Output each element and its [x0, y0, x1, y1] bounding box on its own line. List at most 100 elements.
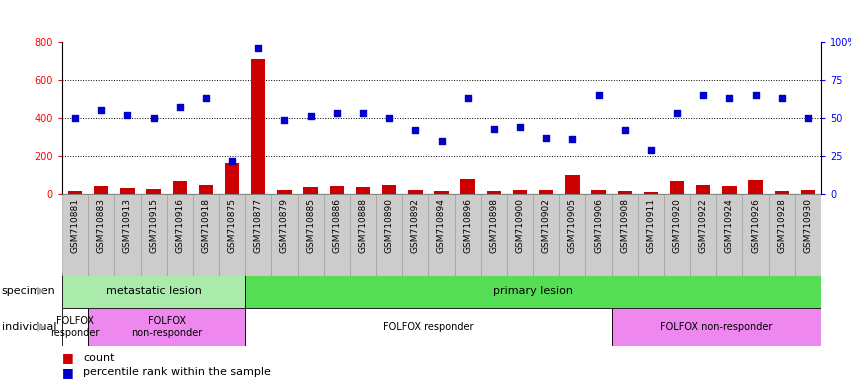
Text: GSM710900: GSM710900	[516, 198, 524, 253]
Bar	[533, 194, 559, 276]
Bar	[62, 273, 245, 308]
Text: count: count	[83, 353, 115, 363]
Text: FOLFOX responder: FOLFOX responder	[383, 322, 474, 332]
Text: GSM710881: GSM710881	[71, 198, 80, 253]
Text: GSM710894: GSM710894	[437, 198, 446, 253]
Text: GSM710892: GSM710892	[411, 198, 420, 253]
Bar	[245, 273, 821, 308]
Text: GSM710915: GSM710915	[149, 198, 158, 253]
Point	[671, 110, 684, 116]
Bar	[507, 194, 533, 276]
Text: GSM710905: GSM710905	[568, 198, 577, 253]
Bar	[323, 194, 350, 276]
Text: GSM710902: GSM710902	[542, 198, 551, 253]
Bar	[539, 190, 553, 194]
Bar	[89, 308, 245, 346]
Text: GSM710906: GSM710906	[594, 198, 603, 253]
Bar	[460, 179, 475, 194]
Bar	[591, 190, 606, 194]
Text: ▶: ▶	[37, 285, 45, 296]
Point	[304, 113, 317, 119]
Bar	[193, 194, 219, 276]
Bar	[559, 194, 585, 276]
Text: FOLFOX
responder: FOLFOX responder	[50, 316, 100, 338]
Bar	[768, 194, 795, 276]
Bar	[356, 187, 370, 194]
Text: individual: individual	[2, 322, 56, 332]
Point	[722, 95, 736, 101]
Bar	[376, 194, 403, 276]
Bar	[795, 194, 821, 276]
Point	[540, 135, 553, 141]
Bar	[717, 194, 742, 276]
Point	[357, 110, 370, 116]
Bar	[173, 181, 187, 194]
Point	[94, 107, 108, 114]
Bar	[637, 194, 664, 276]
Bar	[68, 191, 83, 194]
Bar	[748, 180, 762, 194]
Point	[513, 124, 527, 130]
Point	[566, 136, 580, 142]
Point	[146, 115, 160, 121]
Text: ■: ■	[62, 366, 74, 379]
Bar	[225, 163, 239, 194]
Text: GSM710913: GSM710913	[123, 198, 132, 253]
Text: percentile rank within the sample: percentile rank within the sample	[83, 367, 271, 377]
Bar	[565, 175, 580, 194]
Bar	[722, 186, 737, 194]
Text: GSM710922: GSM710922	[699, 198, 708, 253]
Bar	[801, 190, 815, 194]
Bar	[434, 191, 448, 194]
Bar	[62, 194, 89, 276]
Text: GSM710926: GSM710926	[751, 198, 760, 253]
Bar	[774, 191, 789, 194]
Bar	[89, 194, 114, 276]
Bar	[62, 308, 89, 346]
Point	[749, 92, 762, 98]
Bar	[696, 184, 711, 194]
Point	[68, 115, 82, 121]
Bar	[140, 194, 167, 276]
Point	[330, 110, 344, 116]
Text: GSM710886: GSM710886	[332, 198, 341, 253]
Bar	[643, 192, 658, 194]
Bar	[271, 194, 298, 276]
Bar	[277, 190, 292, 194]
Text: GSM710877: GSM710877	[254, 198, 263, 253]
Bar	[120, 188, 134, 194]
Text: GSM710916: GSM710916	[175, 198, 185, 253]
Text: GSM710879: GSM710879	[280, 198, 289, 253]
Point	[435, 138, 448, 144]
Text: FOLFOX non-responder: FOLFOX non-responder	[660, 322, 773, 332]
Bar	[454, 194, 481, 276]
Bar	[481, 194, 507, 276]
Bar	[664, 194, 690, 276]
Text: metastatic lesion: metastatic lesion	[106, 285, 202, 296]
Bar	[403, 194, 428, 276]
Bar	[428, 194, 454, 276]
Bar	[408, 190, 423, 194]
Text: GSM710924: GSM710924	[725, 198, 734, 253]
Bar	[382, 184, 397, 194]
Bar	[219, 194, 245, 276]
Point	[696, 92, 710, 98]
Bar	[245, 194, 271, 276]
Bar	[585, 194, 612, 276]
Bar	[690, 194, 717, 276]
Bar	[513, 190, 528, 194]
Point	[461, 95, 475, 101]
Bar	[199, 184, 213, 194]
Bar	[487, 191, 501, 194]
Bar	[618, 191, 632, 194]
Point	[487, 126, 500, 132]
Point	[775, 95, 789, 101]
Text: ▶: ▶	[37, 322, 45, 332]
Bar	[612, 194, 637, 276]
Text: GSM710920: GSM710920	[672, 198, 682, 253]
Point	[199, 95, 213, 101]
Text: GSM710930: GSM710930	[803, 198, 813, 253]
Text: GSM710898: GSM710898	[489, 198, 499, 253]
Point	[644, 147, 658, 153]
Text: GSM710890: GSM710890	[385, 198, 394, 253]
